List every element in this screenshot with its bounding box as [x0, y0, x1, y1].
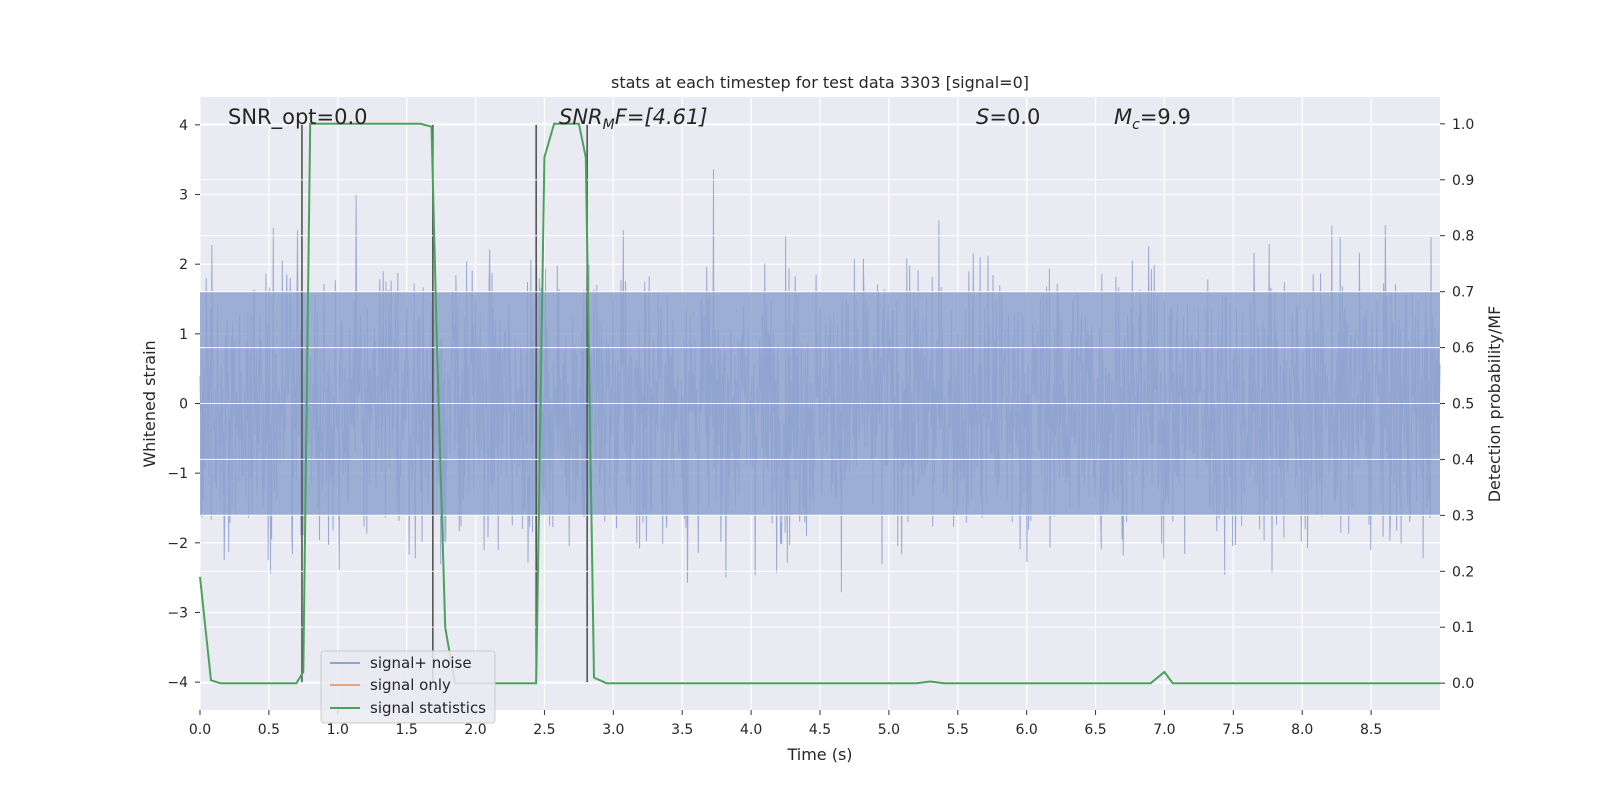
legend-label-signal-noise: signal+ noise — [370, 654, 472, 672]
x-tick-label: 8.5 — [1360, 722, 1382, 738]
x-tick-label: 0.5 — [258, 722, 280, 738]
series-signal-statistics — [199, 122, 1440, 685]
x-tick-label: 2.5 — [533, 722, 555, 738]
y2-tick-label: 1.0 — [1452, 117, 1474, 133]
y-axis-left-ticks: −4 −3 −2 −1 0 1 2 3 4 — [167, 118, 200, 691]
x-tick-label: 8.0 — [1291, 722, 1313, 738]
y2-tick-label: 0.0 — [1452, 676, 1474, 692]
annotation-mc-var: M — [1114, 105, 1132, 129]
x-tick-label: 1.5 — [396, 722, 418, 738]
legend-box — [320, 650, 496, 724]
y2-tick-label: 0.6 — [1452, 341, 1474, 357]
y-tick-label: −4 — [167, 675, 188, 691]
y-tick-label: −1 — [167, 466, 188, 482]
y-tick-label: 0 — [179, 397, 188, 413]
x-tick-label: 5.0 — [878, 722, 900, 738]
annotation-mc-sub: c — [1132, 117, 1140, 133]
annotation-mc: Mc=9.9 — [1114, 105, 1191, 133]
x-tick-label: 7.5 — [1222, 722, 1244, 738]
y-axis-right-ticks: 0.0 0.1 0.2 0.3 0.4 0.5 0.6 0.7 0.8 0.9 1.0 — [1440, 117, 1474, 692]
x-tick-label: 5.5 — [947, 722, 969, 738]
legend: signal+ noise signal only signal statist… — [320, 650, 496, 724]
y-tick-label: −2 — [167, 536, 188, 552]
x-tick-label: 1.0 — [327, 722, 349, 738]
x-axis-ticks: 0.0 0.5 1.0 1.5 2.0 2.5 3.0 3.5 4.0 4.5 5.0 5.5 6.0 6… — [189, 710, 1382, 738]
y2-tick-label: 0.9 — [1452, 173, 1474, 189]
y2-axis-label: Detection probability/MF — [1485, 306, 1504, 503]
x-tick-label: 7.0 — [1153, 722, 1175, 738]
x-tick-label: 6.5 — [1084, 722, 1106, 738]
legend-label-signal-statistics: signal statistics — [370, 699, 486, 717]
noise-line — [199, 169, 1441, 593]
legend-label-signal-only: signal only — [370, 676, 451, 694]
y-tick-label: 4 — [179, 118, 188, 134]
x-axis-label: Time (s) — [786, 745, 852, 764]
annotation-mc-val: =9.9 — [1140, 105, 1191, 129]
annotation-snr-mf-sub: M — [603, 117, 615, 133]
annotation-snr-mf-tail: F=[4.61] — [615, 105, 708, 129]
x-tick-label: 4.0 — [740, 722, 762, 738]
y2-tick-label: 0.3 — [1452, 508, 1474, 524]
signal-statistics-line — [199, 122, 1440, 685]
chart-title: stats at each timestep for test data 330… — [611, 73, 1029, 92]
y-tick-label: −3 — [167, 605, 188, 621]
annotation-snr-opt: SNR_opt=0.0 — [228, 105, 368, 130]
x-tick-label: 2.0 — [464, 722, 486, 738]
x-tick-label: 3.5 — [671, 722, 693, 738]
y2-tick-label: 0.4 — [1452, 452, 1474, 468]
annotation-snr-mf: SNRMF=[4.61] — [559, 105, 708, 133]
x-tick-label: 4.5 — [809, 722, 831, 738]
annotation-s-val: =0.0 — [989, 105, 1040, 129]
x-tick-label: 6.0 — [1016, 722, 1038, 738]
y2-tick-label: 0.8 — [1452, 229, 1474, 245]
y2-tick-label: 0.5 — [1452, 397, 1474, 413]
y-tick-label: 3 — [179, 188, 188, 204]
y2-tick-label: 0.7 — [1452, 285, 1474, 301]
x-tick-label: 0.0 — [189, 722, 211, 738]
y-tick-label: 2 — [179, 257, 188, 273]
annotation-s: S=0.0 — [976, 105, 1040, 129]
y2-tick-label: 0.2 — [1452, 564, 1474, 580]
annotation-snr-mf-main: SNR — [559, 105, 603, 129]
y-axis-label: Whitened strain — [140, 340, 159, 467]
x-tick-label: 3.0 — [602, 722, 624, 738]
annotation-s-var: S — [976, 105, 989, 129]
y2-tick-label: 0.1 — [1452, 620, 1474, 636]
y-tick-label: 1 — [179, 327, 188, 343]
